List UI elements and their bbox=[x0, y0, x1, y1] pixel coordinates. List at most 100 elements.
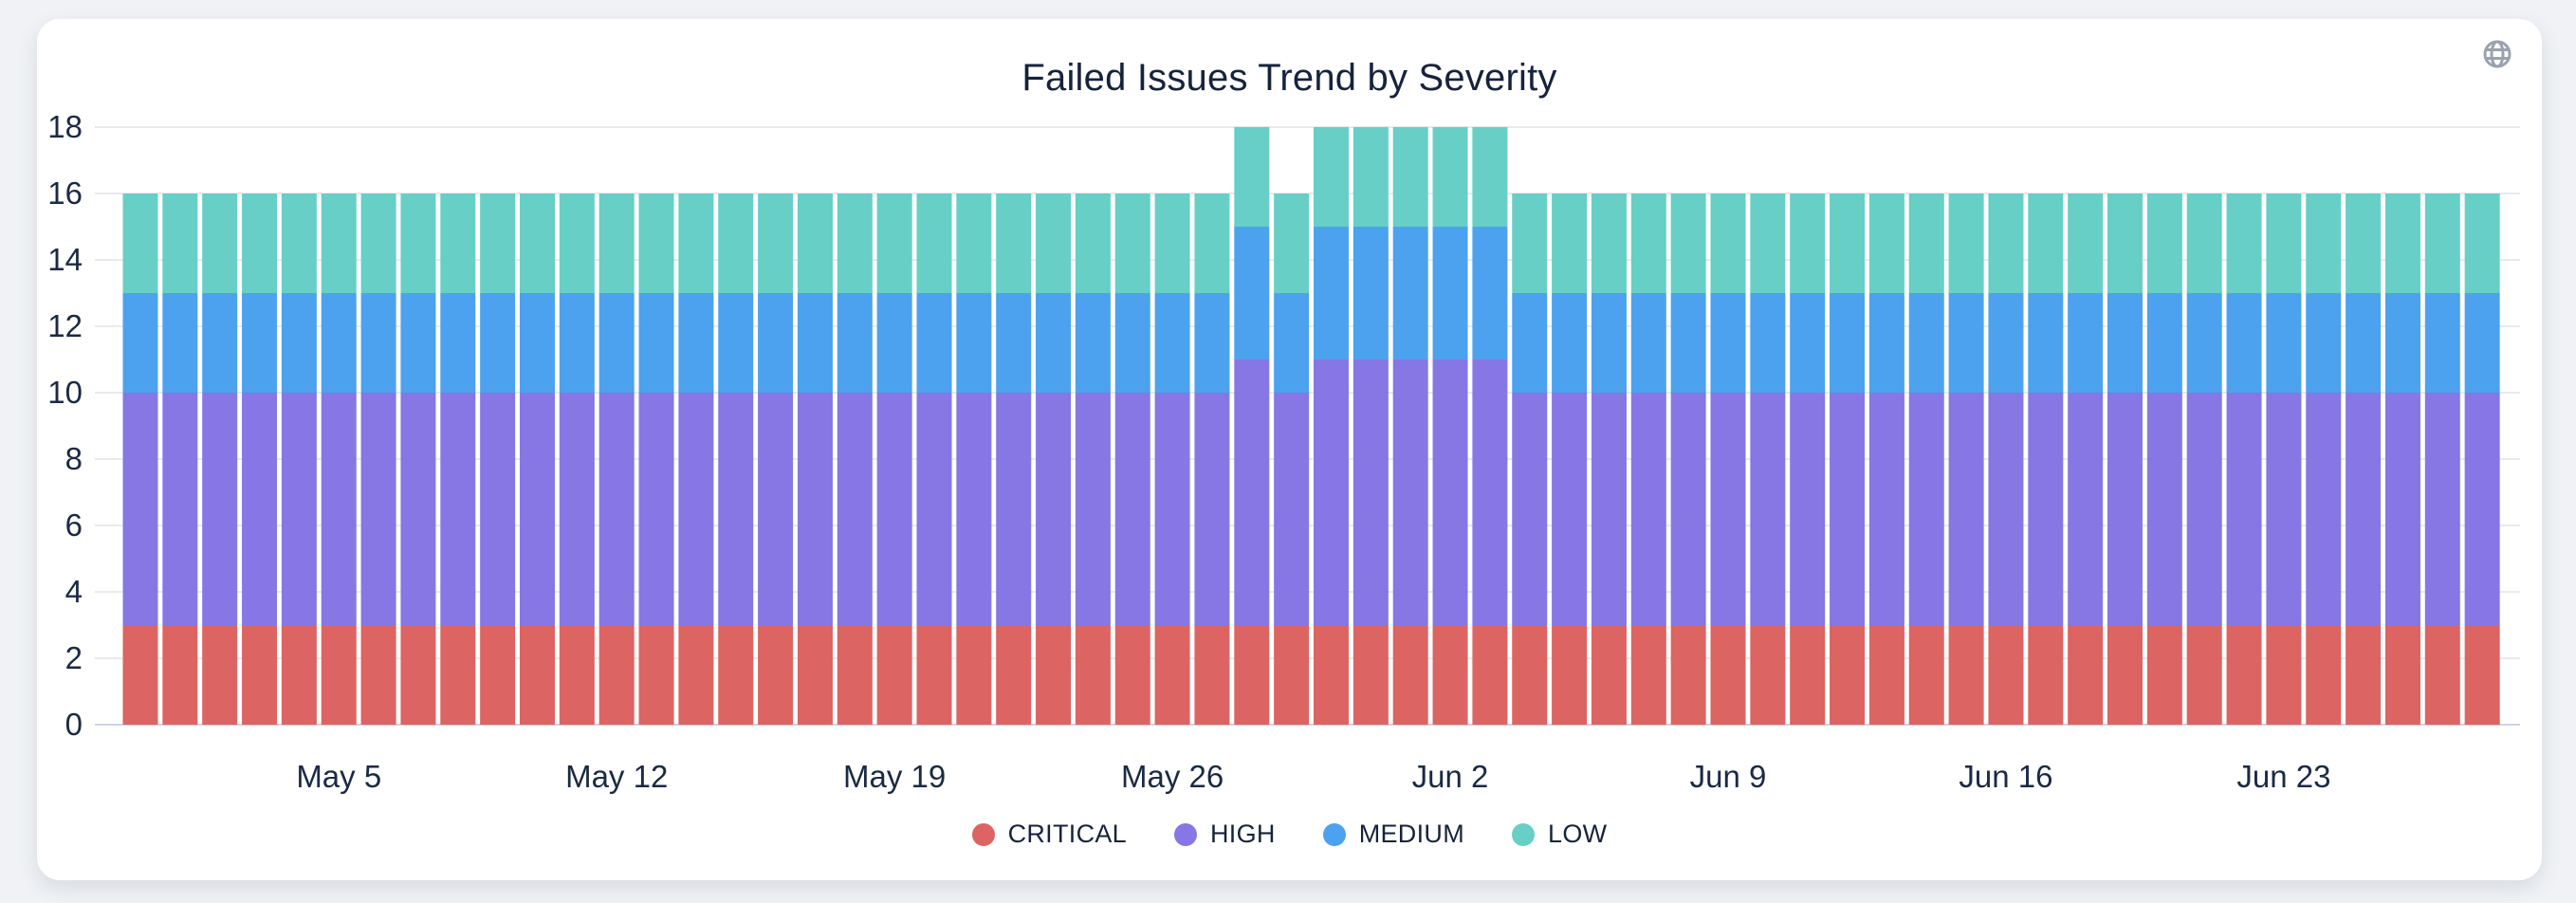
bar-segment-critical[interactable] bbox=[2146, 625, 2182, 725]
bar-segment-high[interactable] bbox=[162, 393, 198, 625]
bar-segment-low[interactable] bbox=[520, 194, 555, 293]
bar-segment-low[interactable] bbox=[956, 194, 992, 293]
bar-segment-critical[interactable] bbox=[1868, 625, 1904, 725]
bar-segment-high[interactable] bbox=[1948, 393, 1984, 625]
bar-segment-high[interactable] bbox=[876, 393, 912, 625]
bar-segment-medium[interactable] bbox=[1274, 293, 1310, 393]
bar-segment-medium[interactable] bbox=[1432, 227, 1468, 359]
bar-segment-high[interactable] bbox=[2384, 393, 2420, 625]
bar-segment-high[interactable] bbox=[598, 393, 635, 625]
bar-segment-medium[interactable] bbox=[2068, 293, 2104, 393]
bar-segment-medium[interactable] bbox=[2146, 293, 2182, 393]
bar-segment-high[interactable] bbox=[1512, 393, 1548, 625]
stacked-bar-chart[interactable]: 0 2 4 6 8 10 12 14 16 18 May 5 May 12 May 19 May 26 Ju… bbox=[37, 19, 2542, 880]
bar-segment-medium[interactable] bbox=[1670, 293, 1706, 393]
bar-segment-medium[interactable] bbox=[1075, 293, 1111, 393]
bar-segment-critical[interactable] bbox=[1710, 625, 1746, 725]
bar-segment-medium[interactable] bbox=[1630, 293, 1666, 393]
bar-segment-medium[interactable] bbox=[1790, 293, 1826, 393]
bar-segment-high[interactable] bbox=[440, 393, 476, 625]
bar-segment-critical[interactable] bbox=[281, 625, 317, 725]
bar-segment-critical[interactable] bbox=[1750, 625, 1786, 725]
bar-segment-high[interactable] bbox=[2464, 393, 2500, 625]
bar-segment-low[interactable] bbox=[1591, 194, 1627, 293]
bar-segment-critical[interactable] bbox=[2346, 625, 2382, 725]
bar-segment-high[interactable] bbox=[797, 393, 833, 625]
bar-segment-low[interactable] bbox=[1630, 194, 1666, 293]
bar-segment-critical[interactable] bbox=[2186, 625, 2222, 725]
bar-segment-medium[interactable] bbox=[2384, 293, 2420, 393]
bar-segment-critical[interactable] bbox=[718, 625, 754, 725]
bar-segment-low[interactable] bbox=[876, 194, 912, 293]
bar-segment-medium[interactable] bbox=[1314, 227, 1349, 359]
bar-segment-critical[interactable] bbox=[1314, 625, 1349, 725]
bar-segment-medium[interactable] bbox=[2107, 293, 2143, 393]
bar-segment-low[interactable] bbox=[1790, 194, 1826, 293]
bar-segment-medium[interactable] bbox=[2464, 293, 2500, 393]
bar-segment-critical[interactable] bbox=[559, 625, 595, 725]
bar-segment-low[interactable] bbox=[2186, 194, 2222, 293]
bar-segment-critical[interactable] bbox=[1472, 625, 1508, 725]
bar-segment-high[interactable] bbox=[2424, 393, 2460, 625]
bar-segment-low[interactable] bbox=[122, 194, 158, 293]
bar-segment-low[interactable] bbox=[1472, 127, 1508, 227]
bar-segment-critical[interactable] bbox=[2464, 625, 2500, 725]
bar-segment-low[interactable] bbox=[1830, 194, 1866, 293]
bar-segment-high[interactable] bbox=[1591, 393, 1627, 625]
bar-segment-medium[interactable] bbox=[2346, 293, 2382, 393]
bar-segment-high[interactable] bbox=[202, 393, 238, 625]
bar-segment-critical[interactable] bbox=[996, 625, 1032, 725]
bar-segment-critical[interactable] bbox=[321, 625, 357, 725]
bar-segment-critical[interactable] bbox=[2226, 625, 2262, 725]
bar-segment-critical[interactable] bbox=[1234, 625, 1270, 725]
bar-segment-low[interactable] bbox=[1670, 194, 1706, 293]
bar-segment-critical[interactable] bbox=[162, 625, 198, 725]
bar-segment-high[interactable] bbox=[1830, 393, 1866, 625]
bar-segment-high[interactable] bbox=[1750, 393, 1786, 625]
bar-segment-high[interactable] bbox=[400, 393, 436, 625]
bar-segment-high[interactable] bbox=[1908, 393, 1944, 625]
bar-segment-low[interactable] bbox=[678, 194, 714, 293]
bar-segment-medium[interactable] bbox=[1750, 293, 1786, 393]
bar-segment-high[interactable] bbox=[1552, 393, 1588, 625]
bar-segment-medium[interactable] bbox=[996, 293, 1032, 393]
bar-segment-low[interactable] bbox=[638, 194, 674, 293]
legend-item-low[interactable]: LOW bbox=[1512, 820, 1607, 849]
bar-segment-critical[interactable] bbox=[440, 625, 476, 725]
bar-segment-low[interactable] bbox=[321, 194, 357, 293]
bar-segment-medium[interactable] bbox=[1830, 293, 1866, 393]
legend-item-medium[interactable]: MEDIUM bbox=[1322, 820, 1464, 849]
bar-segment-high[interactable] bbox=[1670, 393, 1706, 625]
bar-segment-high[interactable] bbox=[2306, 393, 2342, 625]
bar-segment-critical[interactable] bbox=[1075, 625, 1111, 725]
bar-segment-high[interactable] bbox=[916, 393, 952, 625]
bar-segment-medium[interactable] bbox=[559, 293, 595, 393]
bar-segment-critical[interactable] bbox=[2384, 625, 2420, 725]
bar-segment-medium[interactable] bbox=[1036, 293, 1072, 393]
bar-segment-high[interactable] bbox=[321, 393, 357, 625]
bar-segment-critical[interactable] bbox=[1352, 625, 1389, 725]
bar-segment-critical[interactable] bbox=[1908, 625, 1944, 725]
legend-item-high[interactable]: HIGH bbox=[1174, 820, 1276, 849]
bar-segment-high[interactable] bbox=[1472, 359, 1508, 625]
bar-segment-critical[interactable] bbox=[1154, 625, 1190, 725]
bar-segment-medium[interactable] bbox=[122, 293, 158, 393]
bar-segment-medium[interactable] bbox=[2266, 293, 2302, 393]
bar-segment-low[interactable] bbox=[996, 194, 1032, 293]
bar-segment-critical[interactable] bbox=[400, 625, 436, 725]
bar-segment-high[interactable] bbox=[758, 393, 794, 625]
bar-segment-medium[interactable] bbox=[2186, 293, 2222, 393]
bar-segment-critical[interactable] bbox=[1114, 625, 1150, 725]
bar-segment-low[interactable] bbox=[1750, 194, 1786, 293]
bar-segment-critical[interactable] bbox=[916, 625, 952, 725]
legend-item-critical[interactable]: CRITICAL bbox=[971, 820, 1127, 849]
bar-segment-medium[interactable] bbox=[1392, 227, 1428, 359]
bar-segment-medium[interactable] bbox=[758, 293, 794, 393]
bar-segment-high[interactable] bbox=[2068, 393, 2104, 625]
bar-segment-low[interactable] bbox=[400, 194, 436, 293]
bar-segment-medium[interactable] bbox=[797, 293, 833, 393]
bar-segment-critical[interactable] bbox=[956, 625, 992, 725]
bar-segment-critical[interactable] bbox=[242, 625, 278, 725]
bar-segment-critical[interactable] bbox=[2306, 625, 2342, 725]
bar-segment-medium[interactable] bbox=[2306, 293, 2342, 393]
